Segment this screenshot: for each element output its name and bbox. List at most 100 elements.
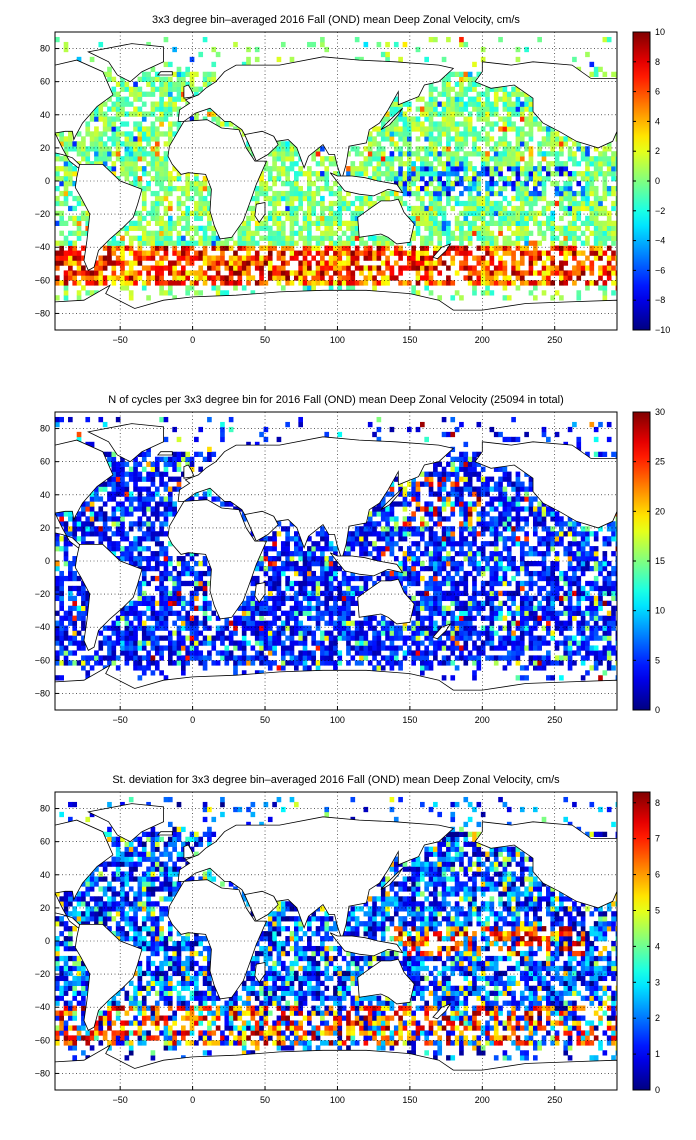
- bin-cell: [163, 106, 169, 112]
- bin-cell: [528, 205, 534, 212]
- bin-cell: [606, 260, 612, 266]
- bin-cells: [55, 36, 617, 301]
- bin-cell: [485, 101, 490, 107]
- bin-cell: [615, 195, 617, 202]
- bin-cell: [72, 230, 78, 236]
- uk-outline: [183, 84, 195, 99]
- bin-cell: [476, 195, 482, 202]
- bin-cell: [150, 126, 156, 132]
- bin-cell: [202, 71, 208, 77]
- bin-cell: [194, 280, 199, 286]
- bin-cell: [580, 625, 586, 631]
- bin-cell: [254, 46, 260, 53]
- bin-cell: [280, 245, 286, 251]
- bin-cell: [506, 181, 512, 187]
- bin-cell: [81, 275, 86, 281]
- bin-cell: [537, 585, 542, 592]
- bin-cell: [159, 635, 164, 641]
- bin-cell: [433, 561, 438, 567]
- bin-cell: [502, 96, 508, 102]
- bin-cell: [215, 285, 221, 291]
- bin-cell: [546, 270, 551, 276]
- bin-cell: [272, 620, 277, 626]
- bin-cell: [454, 176, 460, 182]
- bin-cell: [589, 176, 595, 182]
- bin-cell: [346, 605, 351, 611]
- bin-cell: [146, 605, 151, 611]
- bin-cell: [454, 270, 460, 276]
- bin-cell: [259, 565, 264, 572]
- bin-cell: [107, 245, 112, 251]
- bin-cell: [424, 275, 430, 281]
- bin-cell: [254, 625, 260, 631]
- bin-cell: [463, 166, 469, 172]
- bin-cell: [246, 275, 251, 281]
- bin-cell: [181, 660, 186, 666]
- bin-cell: [376, 195, 382, 202]
- bin-cell: [285, 660, 290, 666]
- bin-cell: [467, 595, 473, 602]
- bin-cell: [446, 275, 451, 281]
- bin-cell: [337, 615, 343, 621]
- bin-cell: [172, 260, 177, 266]
- bin-cell: [133, 121, 138, 127]
- bin-cell: [554, 166, 560, 172]
- bin-cell: [402, 141, 408, 147]
- bin-cell: [615, 161, 617, 167]
- bin-cell: [185, 565, 191, 572]
- bin-cell: [267, 260, 273, 266]
- bin-cell: [380, 131, 386, 137]
- bin-cell: [472, 280, 477, 286]
- bin-cell: [402, 640, 408, 646]
- bin-cell: [76, 640, 82, 646]
- bin-cell: [154, 615, 160, 621]
- bin-cell: [128, 225, 134, 231]
- bin-cell: [159, 265, 164, 271]
- bin-cell: [267, 590, 273, 597]
- bin-cell: [293, 605, 299, 611]
- bin-cell: [293, 185, 299, 192]
- bin-cell: [98, 280, 104, 286]
- bin-cell: [55, 640, 60, 646]
- bin-cell: [606, 270, 612, 276]
- bin-cell: [181, 620, 186, 626]
- bin-cell: [320, 250, 325, 256]
- bin-cell: [94, 280, 99, 286]
- bin-cell: [476, 101, 482, 107]
- bin-cell: [141, 91, 147, 97]
- bin-cell: [159, 81, 164, 87]
- bin-cell: [502, 625, 508, 631]
- bin-cell: [320, 195, 325, 202]
- bin-cell: [107, 166, 112, 172]
- bin-cell: [280, 561, 286, 567]
- bin-cell: [532, 255, 538, 261]
- bin-cell: [489, 585, 495, 592]
- bin-cell: [532, 645, 538, 651]
- bin-cell: [506, 610, 512, 616]
- bin-cell: [354, 630, 360, 636]
- bin-cell: [128, 645, 134, 651]
- bin-cell: [550, 630, 556, 636]
- bin-cell: [250, 595, 256, 602]
- bin-cell: [420, 131, 425, 137]
- bin-cell: [176, 615, 182, 621]
- bin-cell: [350, 585, 356, 592]
- bin-cell: [172, 185, 177, 192]
- bin-cell: [167, 220, 173, 226]
- bin-cell: [307, 556, 312, 562]
- bin-cell: [280, 141, 286, 147]
- bin-cell: [124, 270, 130, 276]
- bin-cell: [241, 260, 247, 266]
- bin-cell: [467, 265, 473, 271]
- bin-cell: [289, 161, 295, 167]
- bin-cell: [55, 255, 60, 261]
- bin-cell: [163, 675, 169, 681]
- bin-cell: [189, 181, 195, 187]
- bin-cell: [428, 116, 434, 122]
- bin-cell: [280, 225, 286, 231]
- bin-cell: [389, 141, 395, 147]
- bin-cell: [428, 101, 434, 107]
- bin-cell: [276, 141, 282, 147]
- bin-cell: [511, 205, 516, 212]
- bin-cell: [420, 595, 425, 602]
